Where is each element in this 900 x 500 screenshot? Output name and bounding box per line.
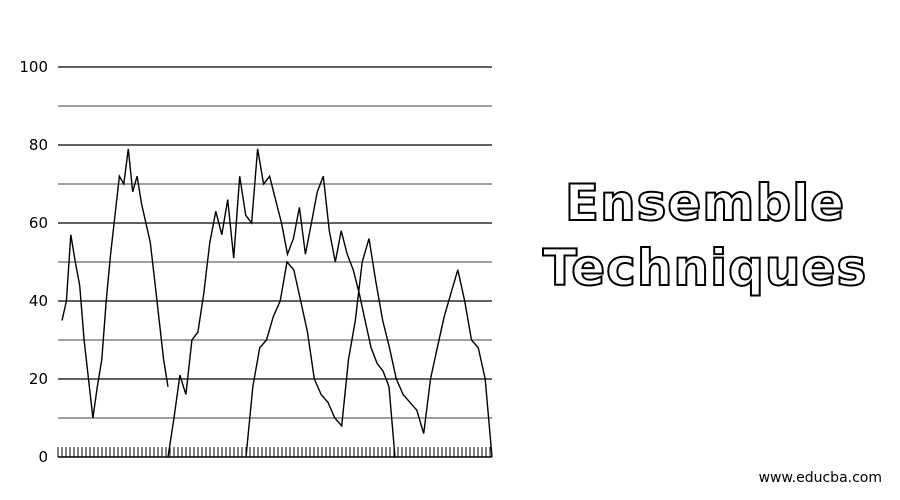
y-axis-ticks: 0 20 40 60 80 100 bbox=[19, 58, 48, 466]
grid-lines bbox=[58, 66, 492, 419]
y-tick-label: 80 bbox=[29, 136, 48, 154]
title-line-1: Ensemble bbox=[564, 174, 846, 232]
y-tick-label: 20 bbox=[29, 370, 48, 388]
line-chart: 0 20 40 60 80 100 bbox=[19, 58, 493, 466]
series-line-1 bbox=[61, 148, 169, 419]
series-line-2 bbox=[167, 148, 396, 458]
title-line-2: Techniques bbox=[542, 239, 868, 297]
series-line-3 bbox=[245, 238, 493, 458]
y-tick-label: 60 bbox=[29, 214, 48, 232]
series-lines bbox=[61, 148, 493, 458]
x-axis-baseline bbox=[57, 447, 492, 458]
watermark-url: www.educba.com bbox=[758, 470, 882, 486]
y-tick-label: 0 bbox=[38, 448, 48, 466]
y-tick-label: 40 bbox=[29, 292, 48, 310]
y-tick-label: 100 bbox=[19, 58, 48, 76]
